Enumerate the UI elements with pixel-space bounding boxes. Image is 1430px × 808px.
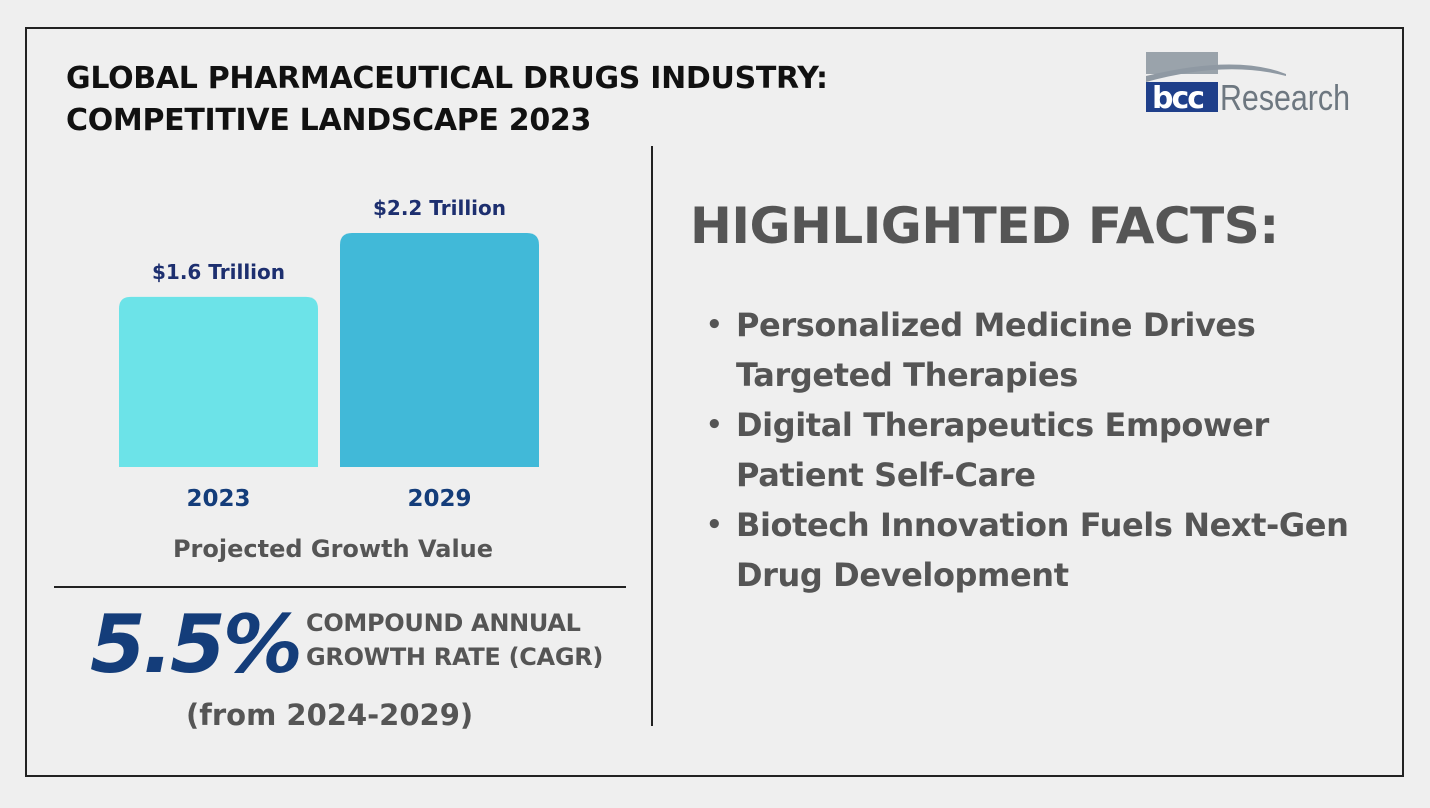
fact-line-2: Targeted Therapies <box>736 356 1078 394</box>
fact-line-2: Drug Development <box>736 556 1069 594</box>
chart-x-axis-label: Projected Growth Value <box>173 535 493 563</box>
center-column-divider <box>651 146 653 726</box>
left-section-divider <box>54 586 626 588</box>
bars-group <box>119 233 539 467</box>
bullet-icon: • <box>706 510 723 540</box>
category-tick-label: 2023 <box>186 486 250 512</box>
logo-blue-block <box>1146 82 1218 112</box>
bar-value-label: $1.6 Trillion <box>152 260 285 284</box>
facts-list: • Personalized Medicine Drives Targeted … <box>706 300 1366 600</box>
logo-research-text: Research <box>1220 77 1350 118</box>
title-line-2: COMPETITIVE LANDSCAPE 2023 <box>66 103 592 138</box>
bullet-icon: • <box>706 410 723 440</box>
bar-2023 <box>119 296 318 467</box>
fact-line-1: Biotech Innovation Fuels Next-Gen <box>736 506 1349 544</box>
page-title: GLOBAL PHARMACEUTICAL DRUGS INDUSTRY: CO… <box>66 58 828 142</box>
value-labels-group: $1.6 Trillion $2.2 Trillion <box>152 196 506 284</box>
fact-line-1: Digital Therapeutics Empower <box>736 406 1269 444</box>
bcc-research-logo: bcc Research <box>1146 52 1350 118</box>
logo-swoosh <box>1146 64 1286 82</box>
cagr-value: 5.5% <box>90 598 303 691</box>
cagr-label: COMPOUND ANNUAL GROWTH RATE (CAGR) <box>306 606 603 674</box>
growth-bar-chart: $1.6 Trillion $2.2 Trillion 2023 2029 Proj… <box>119 196 539 563</box>
fact-line-2: Patient Self-Care <box>736 456 1036 494</box>
bar-2029 <box>340 233 539 467</box>
category-tick-label: 2029 <box>407 486 471 512</box>
fact-item: • Personalized Medicine Drives Targeted … <box>706 300 1366 400</box>
bar-value-label: $2.2 Trillion <box>373 196 506 220</box>
cagr-label-line-2: GROWTH RATE (CAGR) <box>306 643 604 671</box>
title-line-1: GLOBAL PHARMACEUTICAL DRUGS INDUSTRY: <box>66 61 828 96</box>
logo-bcc-text: bcc <box>1152 81 1203 116</box>
category-labels-group: 2023 2029 <box>186 486 471 512</box>
fact-item: • Digital Therapeutics Empower Patient S… <box>706 400 1366 500</box>
fact-item: • Biotech Innovation Fuels Next-Gen Drug… <box>706 500 1366 600</box>
bullet-icon: • <box>706 310 723 340</box>
facts-heading: HIGHLIGHTED FACTS: <box>690 197 1279 255</box>
fact-line-1: Personalized Medicine Drives <box>736 306 1256 344</box>
cagr-period: (from 2024-2029) <box>186 698 474 732</box>
cagr-label-line-1: COMPOUND ANNUAL <box>306 609 581 637</box>
